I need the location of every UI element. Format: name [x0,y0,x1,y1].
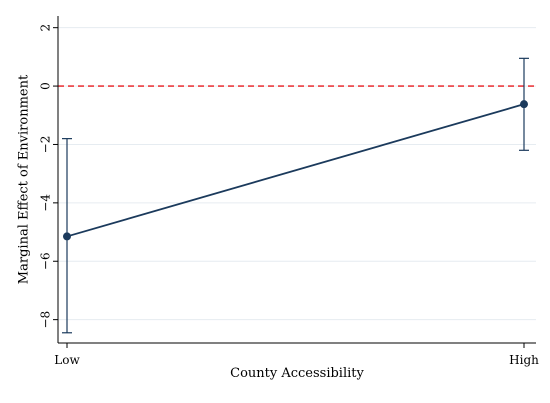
x-axis-title: County Accessibility [230,366,364,381]
axes [57,16,536,344]
y-axis-title: Marginal Effect of Environment [17,74,32,284]
y-tick-label: −2 [39,136,53,154]
y-tick-label: −8 [39,311,53,329]
y-tick-label: 2 [39,24,53,32]
y-ticks: 2 0 −2 −4 −6 −8 [39,24,58,329]
y-tick-label: −4 [39,194,53,212]
data-point [63,232,71,241]
data-point [520,100,528,109]
gridlines [58,27,536,321]
x-ticks: Low High [54,343,539,367]
series-line [66,103,525,238]
series-line-group [66,103,525,238]
x-tick-label: High [509,353,539,367]
y-tick-label: 0 [39,82,53,90]
x-tick-label: Low [54,353,80,367]
data-points [63,100,528,241]
y-tick-label: −6 [39,252,53,270]
